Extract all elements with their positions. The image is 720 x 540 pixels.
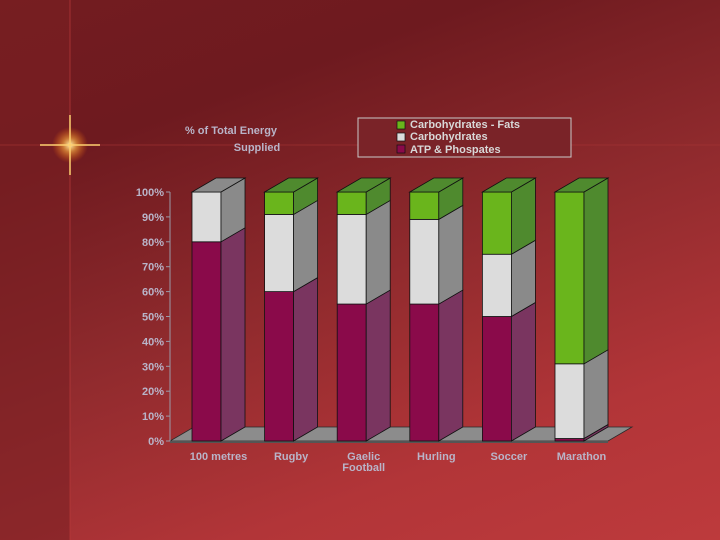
bars [190,177,610,442]
left-dark-panel [0,0,70,540]
bar-stack-100-metres [190,177,247,442]
bar-top-100-metres [190,177,247,193]
bar-side-marathon-carbohydrates [583,349,609,440]
y-tick-label: 50% [142,312,164,324]
legend: Carbohydrates - Fats Carbohydrates ATP &… [357,117,572,158]
bar-stack-hurling [408,177,465,442]
y-tick-label: 60% [142,287,164,299]
bar-segment-soccer-carbohydrates [481,253,512,317]
bar-side-gaelic-football-atp-phospates [365,289,391,442]
bar-side-100-metres-atp-phospates [220,227,246,442]
bar-side-soccer-atp-phospates [510,301,536,442]
bar-segment-100-metres-carbohydrates [191,191,222,243]
bar-segment-gaelic-football-carbohydrates-fats [336,191,367,215]
y-tick-label: 100% [136,187,164,199]
y-tick-label: 0% [148,436,164,448]
bar-segment-rugby-atp-phospates [264,291,295,442]
bar-stack-gaelic-football [335,177,392,442]
bar-segment-hurling-carbohydrates [409,218,440,305]
bar-stack-rugby [263,177,320,442]
category-label-marathon: Marathon [557,451,607,463]
bar-segment-rugby-carbohydrates-fats [264,191,295,215]
category-label-hurling: Hurling [417,451,456,463]
legend-swatch-carbohydrates-fats [396,120,406,130]
y-axis-label-line1: % of Total Energy [185,125,278,137]
y-tick-label: 20% [142,386,164,398]
legend-label-carbohydrates: Carbohydrates [410,131,488,143]
bar-segment-hurling-atp-phospates [409,303,440,442]
legend-label-carbohydrates-fats: Carbohydrates - Fats [410,119,520,131]
bar-side-rugby-carbohydrates [293,199,319,293]
bar-segment-rugby-carbohydrates [264,214,295,293]
y-tick-label: 30% [142,361,164,373]
category-label-soccer: Soccer [491,451,528,463]
bar-side-gaelic-football-carbohydrates [365,199,391,305]
lens-flare-icon [40,115,100,175]
bar-side-hurling-carbohydrates [438,204,464,305]
category-label-rugby: Rugby [274,451,309,463]
bar-stack-marathon [553,177,610,442]
bar-segment-marathon-carbohydrates [554,363,585,439]
category-label-gaelic-football: Football [342,462,385,474]
category-label-gaelic-football: Gaelic [347,451,380,463]
bar-top-soccer [480,177,537,193]
bar-side-hurling-atp-phospates [438,289,464,442]
bar-segment-100-metres-atp-phospates [191,241,222,442]
y-axis-label-line2: Supplied [234,142,280,154]
bar-top-hurling [408,177,465,193]
bar-segment-marathon-carbohydrates-fats [554,191,585,365]
y-tick-label: 80% [142,237,164,249]
legend-box [357,117,572,158]
bar-segment-soccer-atp-phospates [481,316,512,442]
y-tick-label: 40% [142,336,164,348]
legend-swatch-atp-phospates [396,144,406,154]
bar-segment-soccer-carbohydrates-fats [481,191,512,255]
y-tick-label: 90% [142,212,164,224]
y-axis: 0% 10% 20% 30% 40% 50% 60% 70% 80% 90% 100% [136,187,171,448]
legend-label-atp-phospates: ATP & Phospates [410,144,501,156]
bar-segment-gaelic-football-atp-phospates [336,303,367,442]
bar-side-rugby-atp-phospates [293,276,319,442]
bar-segment-hurling-carbohydrates-fats [409,191,440,220]
bar-top-gaelic-football [335,177,392,193]
bar-side-marathon-carbohydrates-fats [583,177,609,365]
y-tick-label: 70% [142,262,164,274]
category-label-100-metres: 100 metres [190,451,248,463]
floor-front-edge [170,441,608,443]
bar-top-marathon [553,177,610,193]
legend-swatch-carbohydrates [396,132,406,142]
bar-top-rugby [263,177,320,193]
bar-stack-soccer [480,177,537,442]
bar-segment-gaelic-football-carbohydrates [336,214,367,305]
y-tick-label: 10% [142,411,164,423]
